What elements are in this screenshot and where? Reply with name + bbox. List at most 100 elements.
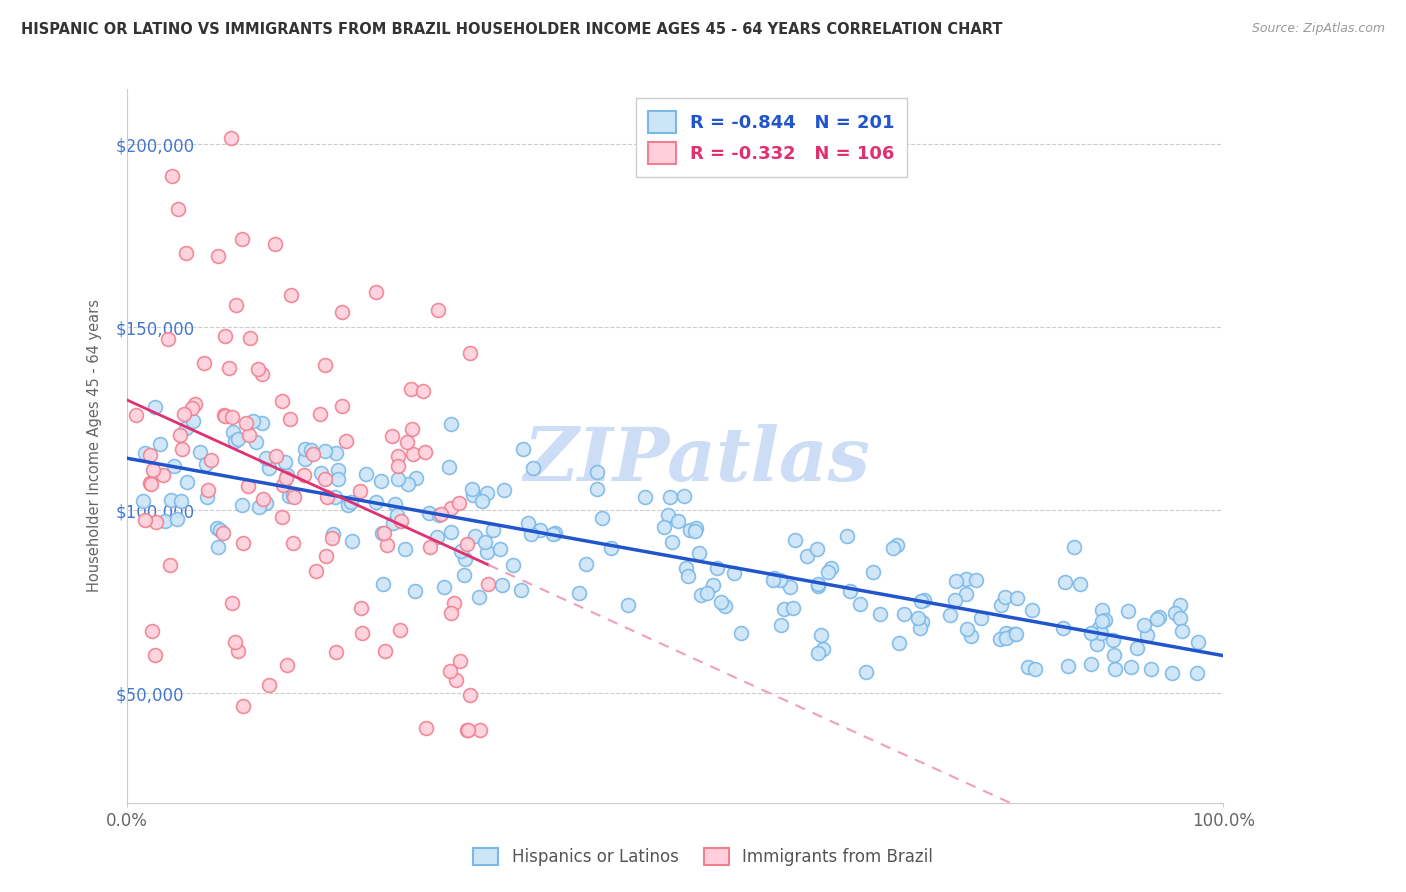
Point: [415, 721, 437, 735]
Point: [381, 428, 404, 442]
Point: [252, 491, 274, 506]
Point: [475, 486, 498, 500]
Point: [835, 529, 858, 543]
Point: [138, 475, 160, 490]
Point: [447, 496, 470, 510]
Point: [683, 524, 706, 539]
Point: [373, 525, 395, 540]
Point: [988, 632, 1011, 646]
Point: [477, 577, 499, 591]
Point: [209, 523, 232, 537]
Point: [163, 458, 186, 473]
Point: [956, 622, 979, 636]
Point: [309, 466, 332, 480]
Point: [225, 298, 247, 312]
Point: [730, 625, 752, 640]
Point: [1171, 624, 1194, 638]
Point: [340, 533, 363, 548]
Point: [1017, 659, 1039, 673]
Point: [250, 416, 273, 430]
Point: [235, 416, 257, 430]
Point: [820, 560, 842, 574]
Point: [586, 482, 609, 496]
Point: [772, 602, 794, 616]
Point: [170, 442, 193, 457]
Point: [489, 541, 512, 556]
Point: [855, 665, 877, 679]
Point: [170, 494, 193, 508]
Point: [167, 202, 190, 216]
Point: [232, 699, 254, 714]
Point: [226, 644, 249, 658]
Point: [1005, 591, 1028, 605]
Point: [330, 399, 353, 413]
Point: [330, 305, 353, 319]
Point: [194, 457, 217, 471]
Point: [1021, 603, 1043, 617]
Point: [522, 461, 544, 475]
Point: [426, 303, 449, 318]
Point: [214, 328, 236, 343]
Point: [461, 488, 484, 502]
Point: [263, 236, 285, 251]
Point: [257, 461, 280, 475]
Point: [415, 445, 437, 459]
Point: [160, 493, 183, 508]
Point: [970, 610, 993, 624]
Point: [193, 356, 215, 370]
Point: [616, 599, 638, 613]
Point: [314, 359, 336, 373]
Point: [886, 538, 908, 552]
Point: [1002, 627, 1025, 641]
Point: [412, 384, 434, 398]
Point: [910, 594, 932, 608]
Point: [274, 471, 297, 485]
Point: [239, 330, 262, 344]
Point: [769, 573, 792, 587]
Point: [673, 489, 696, 503]
Point: [173, 407, 195, 421]
Point: [280, 288, 302, 302]
Point: [1104, 662, 1126, 676]
Point: [1125, 641, 1147, 656]
Point: [238, 479, 260, 493]
Point: [433, 580, 456, 594]
Point: [254, 495, 277, 509]
Point: [591, 510, 613, 524]
Point: [325, 645, 347, 659]
Point: [401, 422, 423, 436]
Point: [322, 526, 344, 541]
Point: [197, 483, 219, 498]
Point: [1057, 659, 1080, 673]
Point: [270, 393, 292, 408]
Point: [274, 455, 297, 469]
Point: [373, 576, 395, 591]
Point: [1052, 621, 1074, 635]
Point: [1054, 574, 1077, 589]
Point: [304, 564, 326, 578]
Point: [1024, 662, 1046, 676]
Point: [474, 535, 496, 549]
Point: [388, 623, 411, 637]
Point: [652, 519, 675, 533]
Point: [696, 586, 718, 600]
Point: [245, 435, 267, 450]
Point: [212, 408, 235, 422]
Point: [218, 361, 240, 376]
Point: [231, 231, 253, 245]
Point: [796, 549, 818, 563]
Point: [145, 515, 167, 529]
Point: [585, 465, 607, 479]
Point: [995, 626, 1018, 640]
Text: HISPANIC OR LATINO VS IMMIGRANTS FROM BRAZIL HOUSEHOLDER INCOME AGES 45 - 64 YEA: HISPANIC OR LATINO VS IMMIGRANTS FROM BR…: [21, 22, 1002, 37]
Point: [221, 425, 243, 440]
Point: [371, 526, 394, 541]
Point: [314, 472, 336, 486]
Point: [849, 597, 872, 611]
Point: [308, 407, 330, 421]
Point: [278, 412, 301, 426]
Point: [183, 397, 205, 411]
Point: [276, 658, 298, 673]
Point: [221, 410, 243, 425]
Point: [1091, 602, 1114, 616]
